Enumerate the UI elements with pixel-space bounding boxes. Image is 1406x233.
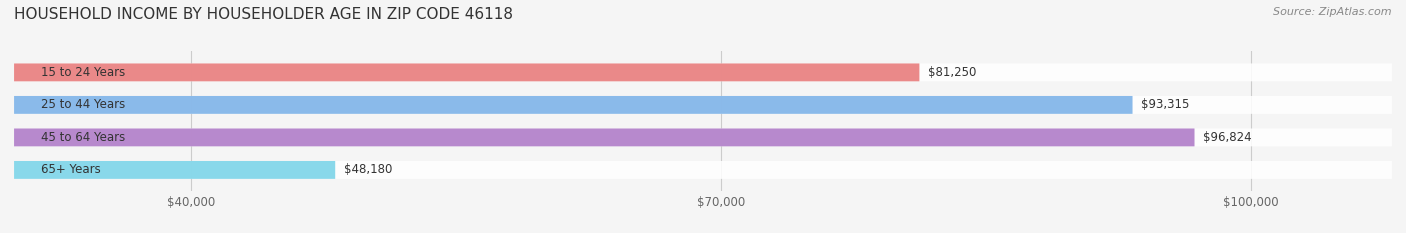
Text: $48,180: $48,180 xyxy=(344,163,392,176)
FancyBboxPatch shape xyxy=(14,96,1132,114)
Text: 65+ Years: 65+ Years xyxy=(41,163,100,176)
FancyBboxPatch shape xyxy=(14,161,335,179)
Text: HOUSEHOLD INCOME BY HOUSEHOLDER AGE IN ZIP CODE 46118: HOUSEHOLD INCOME BY HOUSEHOLDER AGE IN Z… xyxy=(14,7,513,22)
FancyBboxPatch shape xyxy=(14,161,1392,179)
FancyBboxPatch shape xyxy=(14,63,1392,81)
Text: $81,250: $81,250 xyxy=(928,66,977,79)
FancyBboxPatch shape xyxy=(14,128,1392,146)
Text: 25 to 44 Years: 25 to 44 Years xyxy=(41,98,125,111)
Text: $96,824: $96,824 xyxy=(1204,131,1251,144)
FancyBboxPatch shape xyxy=(14,63,920,81)
FancyBboxPatch shape xyxy=(14,96,1392,114)
Text: 15 to 24 Years: 15 to 24 Years xyxy=(41,66,125,79)
Text: Source: ZipAtlas.com: Source: ZipAtlas.com xyxy=(1274,7,1392,17)
FancyBboxPatch shape xyxy=(14,128,1195,146)
Text: $93,315: $93,315 xyxy=(1142,98,1189,111)
Text: 45 to 64 Years: 45 to 64 Years xyxy=(41,131,125,144)
